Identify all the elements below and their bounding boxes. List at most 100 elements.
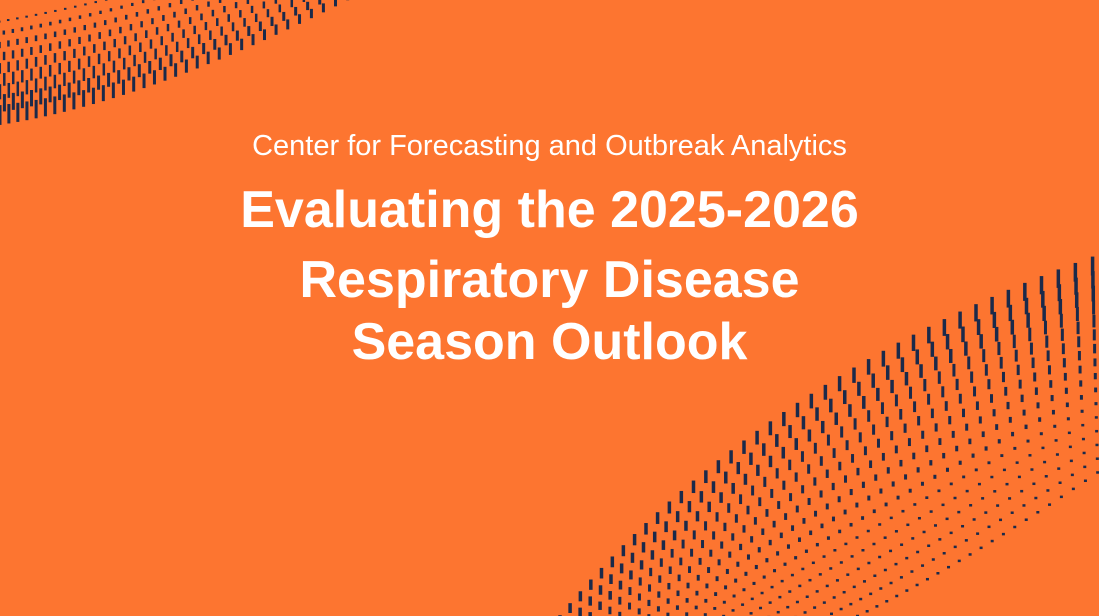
decor-dot xyxy=(890,379,894,394)
decor-dot xyxy=(1033,372,1037,382)
decor-dot xyxy=(39,23,43,28)
decor-dot xyxy=(294,6,298,16)
decor-dot xyxy=(184,8,187,15)
decor-dot xyxy=(945,467,949,472)
decor-dot xyxy=(1053,424,1057,428)
decor-dot xyxy=(656,606,660,612)
decor-dot xyxy=(258,21,262,32)
decor-dot xyxy=(977,482,981,486)
decor-dot xyxy=(109,8,113,12)
decor-dot xyxy=(852,367,856,383)
decor-dot xyxy=(2,51,6,61)
decor-dot xyxy=(34,78,38,93)
decor-dot xyxy=(818,573,822,576)
decor-dot xyxy=(180,50,184,63)
decor-dot xyxy=(122,57,126,70)
decor-dot xyxy=(632,534,637,546)
decor-dot xyxy=(93,22,97,28)
decor-dot xyxy=(858,432,862,443)
decor-dot xyxy=(1029,342,1033,355)
decor-dot xyxy=(756,464,760,476)
decor-dot xyxy=(1020,489,1024,493)
decor-dot xyxy=(1054,439,1058,442)
decor-dot xyxy=(666,598,670,604)
decor-dot xyxy=(44,76,47,91)
decor-dot xyxy=(1034,496,1038,500)
decor-dot xyxy=(856,467,860,476)
decor-dot xyxy=(58,41,62,49)
decor-dot xyxy=(949,348,953,363)
decor-dot xyxy=(63,51,66,61)
decor-dot xyxy=(82,90,86,107)
decor-dot xyxy=(235,30,239,41)
decor-dot xyxy=(53,74,57,89)
decor-dot xyxy=(274,0,278,4)
decor-dot xyxy=(775,468,779,479)
decor-dot xyxy=(798,584,802,588)
decor-dot xyxy=(1031,357,1035,369)
decor-dot xyxy=(25,15,28,18)
decor-dot xyxy=(794,472,798,482)
decor-dot xyxy=(0,41,1,49)
decor-dot xyxy=(911,537,915,540)
decor-dot xyxy=(143,51,147,63)
decor-dot xyxy=(3,73,6,86)
decor-dot xyxy=(141,0,145,4)
decor-dot xyxy=(1096,471,1099,474)
decor-dot xyxy=(666,612,670,616)
decor-dot xyxy=(770,488,774,498)
decor-dot xyxy=(894,562,898,566)
decor-dot xyxy=(953,496,957,500)
decor-dot xyxy=(113,38,116,48)
decor-dot xyxy=(1032,482,1036,486)
decor-dot xyxy=(707,567,711,573)
decor-dot xyxy=(757,547,761,553)
decor-dot xyxy=(83,46,86,56)
decor-dot xyxy=(20,27,24,32)
decor-dot xyxy=(829,398,833,413)
decor-dot xyxy=(997,341,1001,356)
decor-dot xyxy=(1048,503,1052,506)
decor-dot xyxy=(811,561,815,565)
decor-dot xyxy=(916,467,920,473)
decor-dot xyxy=(752,581,756,585)
decor-dot xyxy=(659,558,663,567)
decor-dot xyxy=(805,595,809,598)
decor-dot xyxy=(900,543,904,546)
decor-dot xyxy=(679,490,684,504)
decor-dot xyxy=(1074,292,1079,308)
title-line: Season Outlook xyxy=(351,313,748,371)
decor-dot xyxy=(867,561,871,565)
decor-dot xyxy=(644,523,648,535)
decor-dot xyxy=(7,82,11,98)
decor-dot xyxy=(1091,271,1095,289)
decor-dot xyxy=(72,92,76,110)
decor-dot xyxy=(278,4,282,13)
decor-dot xyxy=(20,48,24,57)
decor-dot xyxy=(88,34,91,42)
decor-dot xyxy=(1020,394,1024,403)
decor-dot xyxy=(149,39,153,49)
decor-dot xyxy=(795,600,799,604)
decor-dot xyxy=(588,612,592,616)
decor-dot xyxy=(925,496,929,499)
decor-dot xyxy=(166,23,170,32)
decor-dot xyxy=(188,17,192,25)
decor-dot xyxy=(719,492,723,503)
decor-dot xyxy=(254,13,258,23)
decor-dot xyxy=(916,550,920,554)
decor-dot xyxy=(1074,277,1078,295)
decor-dot xyxy=(831,516,835,522)
decor-dot xyxy=(209,30,212,40)
decor-dot xyxy=(286,19,290,30)
decor-dot xyxy=(976,532,980,535)
decor-dot xyxy=(849,602,853,606)
decor-dot xyxy=(1079,395,1083,400)
decor-dot xyxy=(867,495,871,501)
decor-dot xyxy=(958,311,962,329)
decor-dot xyxy=(621,545,626,557)
decor-dot xyxy=(765,558,769,563)
decor-dot xyxy=(874,474,878,481)
decor-dot xyxy=(765,509,769,517)
